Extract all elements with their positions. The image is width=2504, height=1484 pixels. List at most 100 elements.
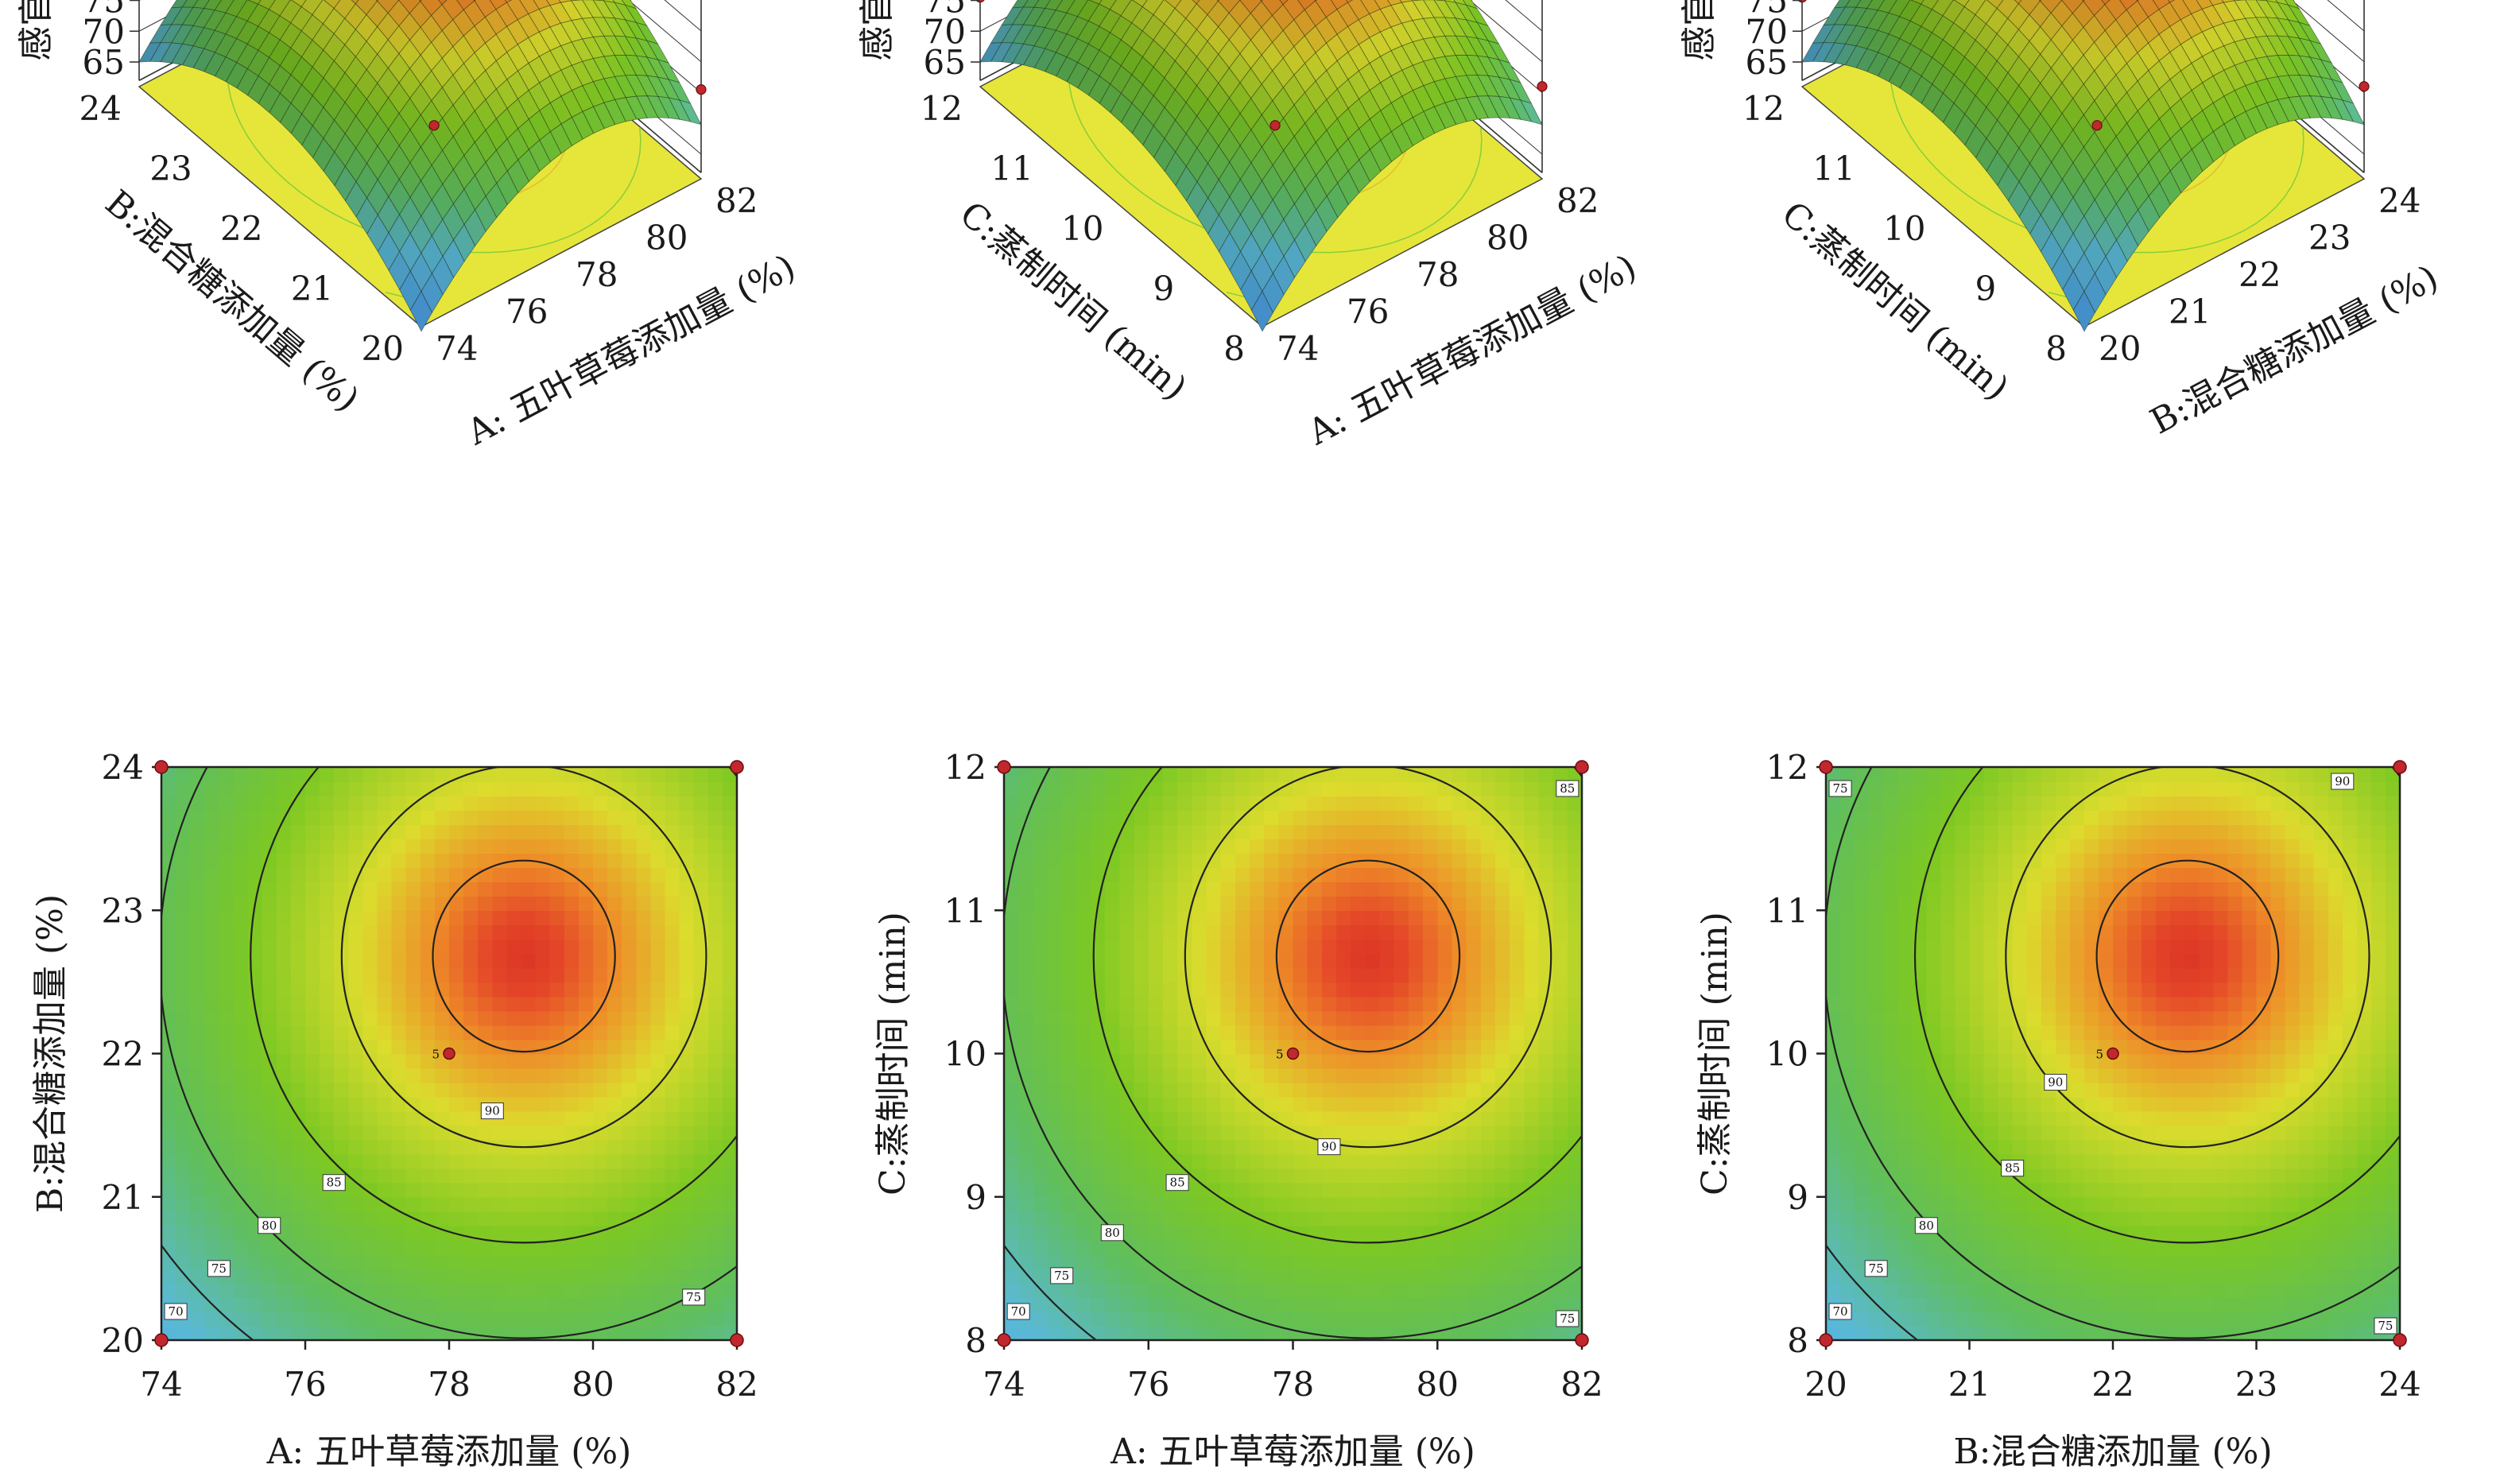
heatmap-cell [1047,1082,1063,1098]
heatmap-cell [1148,1239,1164,1255]
heatmap-cell [535,1010,551,1026]
heatmap-cell [722,1139,738,1155]
heatmap-cell [1004,1110,1020,1126]
heatmap-cell [348,1125,364,1141]
heatmap-cell [535,867,551,883]
heatmap-cell [607,839,623,854]
heatmap-cell [1321,781,1337,796]
heatmap-cell [1076,796,1091,811]
heatmap-cell [1408,1296,1424,1312]
heatmap-cell [204,1110,220,1126]
heatmap-cell [276,781,292,796]
heatmap-cell [1148,1096,1164,1112]
heatmap-cell [1119,982,1135,998]
heatmap-cell [1162,1196,1178,1212]
heatmap-cell [1264,1268,1280,1284]
heatmap-cell [622,767,638,782]
heatmap-cell [593,1139,608,1155]
heatmap-cell [1076,853,1091,869]
heatmap-cell [564,824,579,840]
surface-plot-1: 65707580859095感官评价分74767880822021222324A… [16,0,802,454]
heatmap-cell [622,1082,638,1098]
heatmap-cell [233,1082,249,1098]
heatmap-cell [391,1168,407,1184]
heatmap-cell [492,1182,508,1198]
heatmap-cell [492,781,508,796]
heatmap-cell [492,1025,508,1040]
heatmap-cell [262,796,277,811]
heatmap-cell [1119,1010,1135,1026]
heatmap-cell [176,982,192,998]
heatmap-cell [247,1168,263,1184]
heatmap-cell [1192,910,1207,926]
heatmap-cell [219,796,235,811]
heatmap-cell [578,824,594,840]
heatmap-cell [305,1053,320,1069]
heatmap-cell [1393,1053,1409,1069]
heatmap-cell [722,953,738,969]
heatmap-cell [1351,896,1366,912]
surface-plots-row: 65707580859095感官评价分74767880822021222324A… [16,0,2444,454]
heatmap-cell [636,1182,652,1198]
heatmap-cell [492,839,508,854]
heatmap-cell [1134,1082,1149,1098]
heatmap-cell [405,839,421,854]
heatmap-cell [463,1010,479,1026]
heatmap-cell [1091,853,1107,869]
heatmap-cell [1134,924,1149,940]
heatmap-cell [305,1211,320,1226]
heatmap-cell [247,1110,263,1126]
contour-value-label: 70 [164,1303,188,1320]
heatmap-cell [707,910,723,926]
heatmap-cell [377,982,393,998]
heatmap-cell [1033,924,1049,940]
x-axis-label: A: 五叶草莓添加量 (%) [266,1432,632,1472]
x-tick-label: 23 [2308,219,2351,258]
heatmap-cell [305,910,320,926]
heatmap-cell [1061,924,1077,940]
heatmap-cell [1293,796,1308,811]
heatmap-cell [233,910,249,926]
heatmap-cell [593,967,608,983]
heatmap-cell [564,839,579,854]
heatmap-cell [1134,1296,1149,1312]
heatmap-cell [1134,824,1149,840]
heatmap-cell [362,1125,378,1141]
heatmap-cell [1091,924,1107,940]
heatmap-cell [506,1211,522,1226]
heatmap-cell [1177,1039,1193,1055]
heatmap-cell [1105,1182,1121,1198]
heatmap-cell [1379,1096,1395,1112]
heatmap-cell [1264,853,1280,869]
heatmap-cell [521,896,537,912]
heatmap-cell [665,1182,680,1198]
heatmap-cell [1004,1067,1020,1083]
heatmap-cell [1091,767,1107,782]
heatmap-cell [722,1096,738,1112]
heatmap-cell [305,1039,320,1055]
heatmap-cell [1119,1282,1135,1298]
heatmap-cell [1220,881,1236,897]
heatmap-cell [1264,910,1280,926]
heatmap-cell [161,1268,176,1284]
heatmap-cell [405,781,421,796]
heatmap-cell [1091,910,1107,926]
heatmap-cell [1220,1282,1236,1298]
heatmap-cell [549,1253,565,1269]
heatmap-cell [276,1239,292,1255]
heatmap-cell [233,881,249,897]
heatmap-cell [1105,1096,1121,1112]
heatmap-cell [1321,1182,1337,1198]
contour-label-text: 70 [169,1304,184,1319]
heatmap-cell [1033,781,1049,796]
heatmap-cell [607,1067,623,1083]
design-point-marker [2091,120,2103,131]
heatmap-cell [1105,924,1121,940]
heatmap-cell [290,867,306,883]
heatmap-cell [1105,1268,1121,1284]
heatmap-cell [1393,1139,1409,1155]
heatmap-cell [305,967,320,983]
heatmap-cell [1379,1296,1395,1312]
heatmap-cell [405,996,421,1012]
heatmap-cell [334,1296,350,1312]
